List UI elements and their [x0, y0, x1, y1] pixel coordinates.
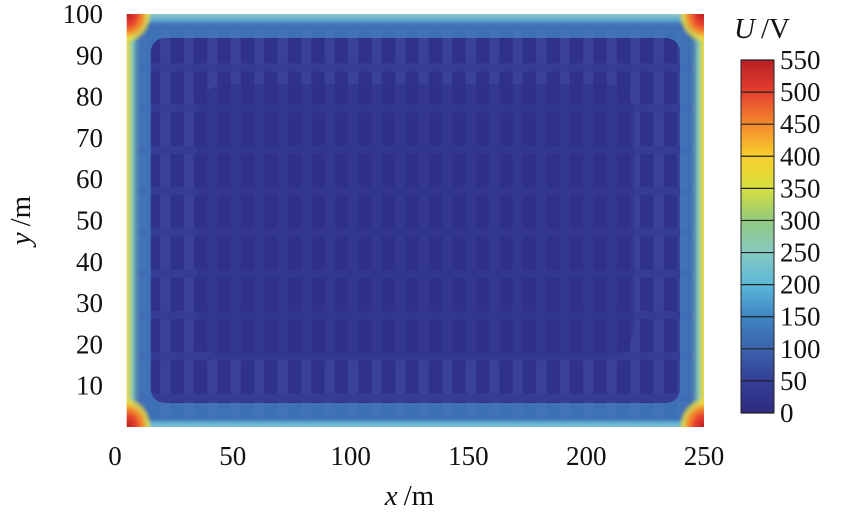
x-tick-label: 150 [448, 441, 489, 471]
y-tick-label: 90 [76, 40, 103, 70]
corner-hotspot-top-right [678, 14, 704, 44]
texture-column [630, 14, 641, 427]
colorbar-gradient [740, 59, 775, 414]
bottom-edge [126, 417, 704, 427]
colorbar-tick-label: 0 [780, 398, 794, 428]
texture-column [183, 14, 194, 427]
x-axis-ticks: 0 50 100 150 200 250 [108, 441, 724, 471]
heatmap-field [126, 14, 704, 427]
field-core [196, 84, 634, 357]
right-edge [688, 14, 704, 427]
y-tick-label: 70 [76, 123, 103, 153]
y-tick-label: 30 [76, 288, 103, 318]
colorbar-tick-label: 500 [780, 77, 821, 107]
corner-hotspot-bottom-right [678, 397, 704, 427]
y-tick-label: 10 [76, 371, 103, 401]
y-tick-label: 20 [76, 329, 103, 359]
y-tick-label: 80 [76, 82, 103, 112]
x-tick-label: 100 [330, 441, 371, 471]
colorbar-tick-label: 250 [780, 238, 821, 268]
top-edge [126, 14, 704, 28]
y-tick-label: 50 [76, 206, 103, 236]
x-axis-label: x/m [384, 480, 435, 512]
y-tick-label: 100 [63, 0, 104, 29]
corner-hotspot-bottom-left [126, 397, 153, 427]
colorbar-tick-label: 50 [780, 366, 807, 396]
colorbar-tick-label: 300 [780, 205, 821, 235]
x-tick-label: 200 [566, 441, 607, 471]
corner-hotspot-top-left [126, 14, 153, 44]
x-tick-label: 250 [684, 441, 725, 471]
x-tick-label: 50 [219, 441, 246, 471]
x-tick-label: 0 [108, 441, 122, 471]
texture-column [160, 14, 171, 427]
texture-row [126, 393, 704, 402]
colorbar-tick-label: 200 [780, 270, 821, 300]
colorbar-tick-label: 550 [780, 45, 821, 75]
colorbar-tick-label: 400 [780, 141, 821, 171]
y-axis-label: y/m [5, 195, 37, 248]
colorbar-tick-label: 150 [780, 302, 821, 332]
colorbar-tick-label: 350 [780, 173, 821, 203]
y-tick-label: 40 [76, 247, 103, 277]
colorbar-label: U/V [734, 13, 790, 45]
texture-column [653, 14, 664, 427]
y-tick-label: 60 [76, 164, 103, 194]
colorbar-tick-label: 100 [780, 334, 821, 364]
texture-row [126, 63, 704, 72]
texture-column [677, 14, 688, 427]
y-axis-ticks: 10 20 30 40 50 60 70 80 90 100 [63, 0, 104, 401]
left-edge [126, 14, 143, 427]
colorbar-tick-label: 450 [780, 109, 821, 139]
